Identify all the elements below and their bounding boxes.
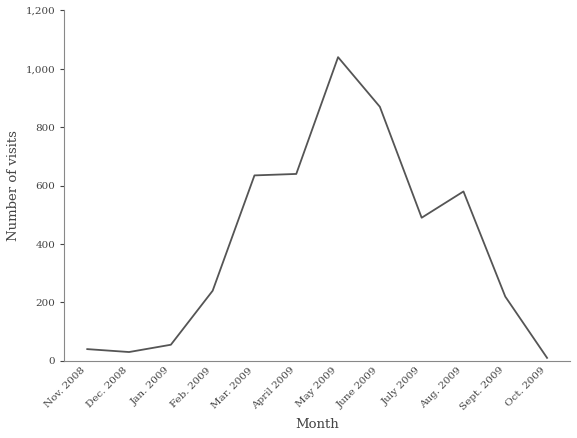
X-axis label: Month: Month (295, 418, 339, 431)
Y-axis label: Number of visits: Number of visits (7, 130, 20, 241)
